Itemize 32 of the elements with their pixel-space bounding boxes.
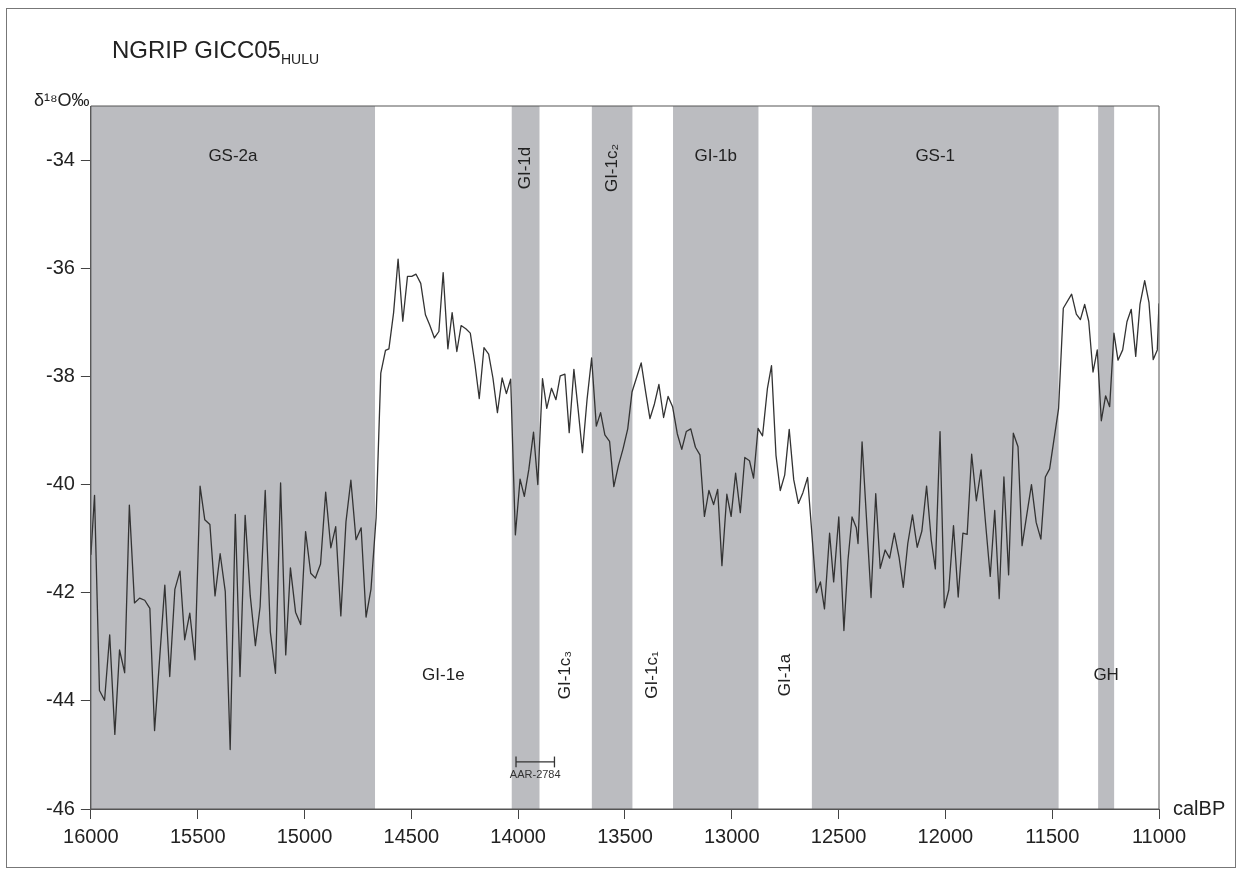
band-label: GS-2a xyxy=(208,145,259,165)
annotation: GI-1c₃ xyxy=(555,650,575,700)
band-label: GI-1d xyxy=(515,146,535,190)
y-tick-label: -38 xyxy=(46,363,75,386)
x-tick-label: 14500 xyxy=(383,824,440,847)
x-tick-label: 12000 xyxy=(917,824,974,847)
y-tick-label: -40 xyxy=(46,472,75,495)
x-axis-title: calBP xyxy=(1173,796,1226,819)
x-tick-label: 11500 xyxy=(1025,824,1080,847)
band-label: GH xyxy=(1093,664,1119,684)
y-tick-label: -42 xyxy=(46,580,75,603)
band-label: GI-1b xyxy=(694,145,738,165)
series-label: AAR-2784 xyxy=(509,768,561,781)
x-tick-label: 15000 xyxy=(276,824,333,847)
x-tick-label: 11000 xyxy=(1131,824,1187,847)
x-tick-label: 13000 xyxy=(703,824,760,847)
y-tick-label: -34 xyxy=(46,147,75,170)
band-label: GS-1 xyxy=(915,145,956,165)
y-axis-title: δ¹⁸O‰ xyxy=(34,90,90,111)
x-tick-label: 15500 xyxy=(169,824,226,847)
y-tick-label: -44 xyxy=(46,688,75,711)
band-label: GI-1c₂ xyxy=(601,143,621,193)
x-tick-label: 12500 xyxy=(810,824,867,847)
x-tick-label: 13500 xyxy=(597,824,653,847)
annotation: GI-1a xyxy=(774,653,794,697)
annotation: GI-1c₁ xyxy=(642,651,662,699)
chart-title: NGRIP GICC05$_{HULU}$ xyxy=(112,36,320,67)
y-tick-label: -46 xyxy=(46,796,75,819)
y-tick-label: -36 xyxy=(46,255,75,278)
annotation: GI-1e xyxy=(422,664,465,684)
x-tick-label: 16000 xyxy=(63,824,119,847)
x-tick-label: 14000 xyxy=(490,824,546,847)
